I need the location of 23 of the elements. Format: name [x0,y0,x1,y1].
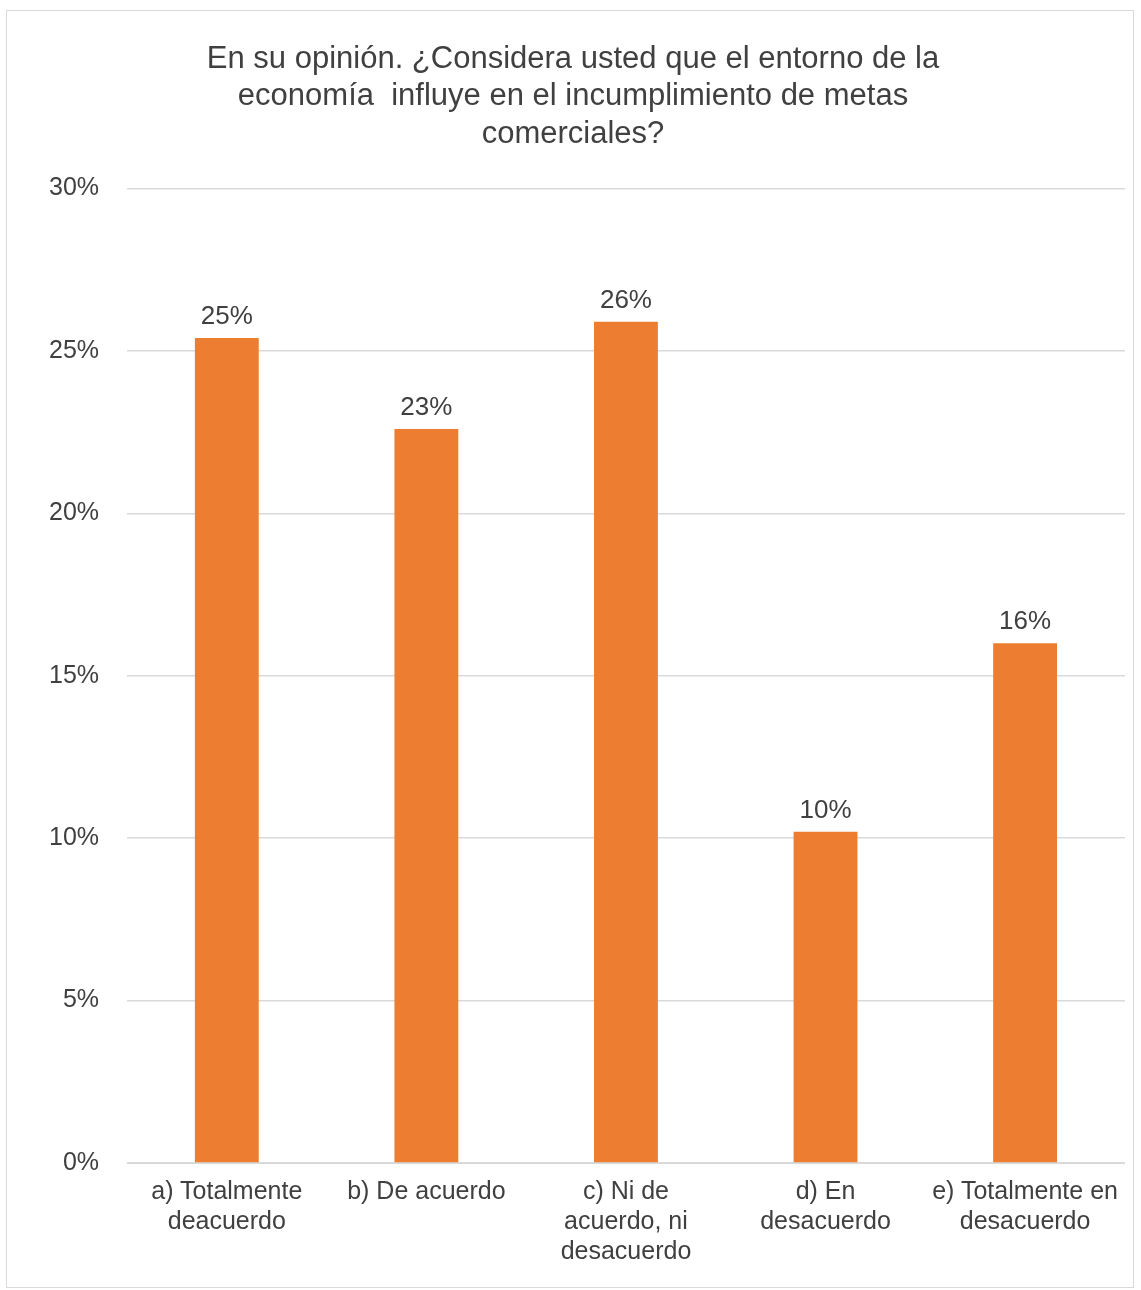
y-tick-label: 10% [48,822,100,851]
bar [793,831,858,1163]
bar [993,643,1058,1163]
bar [394,428,459,1163]
y-tick-label: 25% [48,334,100,363]
chart-title: En su opinión. ¿Considera usted que el entorno de la economía influye en el incumplimiento de metas comerciales? [206,40,940,150]
y-tick-label: 15% [48,659,100,688]
x-tick-label: e) Totalmente en desacuerdo [932,1175,1118,1234]
y-tick-label: 20% [48,497,100,526]
x-tick-label: b) De acuerdo [347,1175,506,1204]
data-label: 16% [999,605,1052,636]
x-tick-label: c) Ni de acuerdo, ni desacuerdo [560,1175,692,1264]
y-tick-label: 5% [62,984,100,1013]
data-label: 23% [400,391,453,422]
x-tick-label: a) Totalmente deacuerdo [151,1175,303,1234]
bar [194,338,259,1163]
data-label: 25% [200,300,253,331]
y-tick-label: 0% [62,1146,100,1175]
x-tick-label: d) En desacuerdo [760,1175,891,1234]
data-label: 10% [799,793,852,824]
bar [594,321,658,1163]
y-tick-label: 30% [48,172,100,201]
data-label: 26% [599,283,652,314]
